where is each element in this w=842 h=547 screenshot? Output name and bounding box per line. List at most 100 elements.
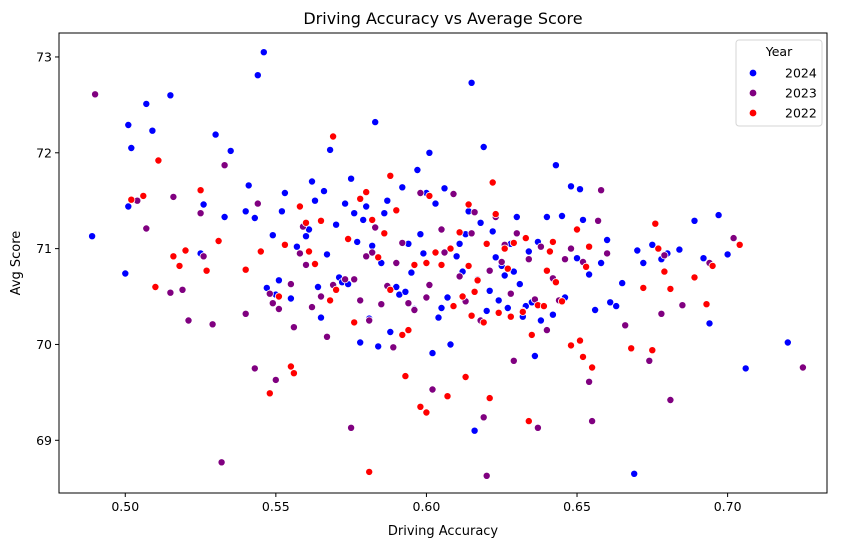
legend-label-2024: 2024 [785, 66, 817, 81]
point-2023-67 [533, 423, 542, 432]
point-2023-16 [268, 299, 277, 308]
point-2022-1 [139, 191, 148, 200]
point-2023-5 [178, 285, 187, 294]
y-axis-ticks: 69 70 71 72 73 [36, 49, 59, 448]
point-2024-70 [437, 303, 446, 312]
point-2023-59 [497, 257, 506, 266]
point-2022-15 [286, 362, 295, 371]
point-2024-62 [413, 165, 422, 174]
point-2023-87 [729, 234, 738, 243]
point-2024-22 [277, 207, 286, 216]
point-2024-6 [148, 126, 157, 135]
point-2022-75 [573, 225, 582, 234]
point-2024-11 [220, 212, 229, 221]
point-2023-12 [241, 309, 250, 318]
point-2024-71 [440, 184, 449, 193]
point-2024-52 [380, 209, 389, 218]
point-2024-106 [558, 211, 567, 220]
point-2022-3 [154, 156, 163, 165]
point-2023-0 [91, 90, 100, 99]
point-2022-23 [329, 132, 338, 141]
point-2024-49 [371, 118, 380, 127]
point-2022-40 [422, 258, 431, 267]
point-2024-95 [515, 280, 524, 289]
point-2024-33 [319, 187, 328, 196]
point-2022-95 [548, 237, 557, 246]
point-2022-70 [542, 266, 551, 275]
point-2024-54 [386, 327, 395, 336]
point-2022-35 [398, 330, 407, 339]
point-2024-34 [322, 250, 331, 259]
point-2023-4 [169, 192, 178, 201]
point-2023-38 [389, 343, 398, 352]
point-2024-98 [524, 247, 533, 256]
point-2022-61 [503, 264, 512, 273]
point-2022-39 [416, 402, 425, 411]
point-2023-48 [440, 248, 449, 257]
point-2024-4 [127, 143, 136, 152]
point-2022-79 [588, 363, 597, 372]
point-2022-84 [654, 244, 663, 253]
point-2022-82 [648, 346, 657, 355]
point-2023-3 [166, 288, 175, 297]
point-2022-12 [265, 389, 274, 398]
point-2024-88 [494, 296, 503, 305]
point-2022-87 [690, 273, 699, 282]
point-2023-32 [362, 252, 371, 261]
point-2024-104 [548, 310, 557, 319]
x-axis-ticks: 0.50 0.55 0.60 0.65 0.70 [111, 493, 742, 514]
point-2022-19 [304, 247, 313, 256]
point-2023-11 [220, 161, 229, 170]
point-2024-75 [455, 239, 464, 248]
point-2024-87 [491, 253, 500, 262]
point-2024-114 [597, 258, 606, 267]
point-2023-47 [437, 225, 446, 234]
point-2024-125 [675, 245, 684, 254]
plot-frame [58, 32, 828, 494]
legend-label-2022: 2022 [785, 106, 817, 121]
point-2023-57 [485, 266, 494, 275]
point-2022-11 [256, 247, 265, 256]
point-2022-74 [567, 341, 576, 350]
point-2022-17 [295, 202, 304, 211]
point-2023-2 [142, 224, 151, 233]
point-2022-65 [521, 234, 530, 243]
point-2023-62 [509, 356, 518, 365]
point-2022-6 [181, 246, 190, 255]
point-2022-89 [708, 261, 717, 270]
point-2022-76 [576, 336, 585, 345]
point-2024-118 [618, 279, 627, 288]
point-2024-36 [332, 220, 341, 229]
point-2024-127 [699, 254, 708, 263]
point-2022-67 [527, 330, 536, 339]
point-2022-81 [639, 283, 648, 292]
legend-marker-2023 [748, 88, 758, 98]
point-2023-46 [428, 385, 437, 394]
point-2023-9 [208, 320, 217, 329]
point-2022-85 [660, 267, 669, 276]
point-2023-88 [798, 363, 807, 372]
x-tick-label: 0.70 [714, 499, 742, 514]
scatter-points [88, 48, 807, 480]
point-2024-91 [503, 303, 512, 312]
point-2024-64 [419, 249, 428, 258]
point-2024-110 [576, 185, 585, 194]
point-2024-109 [573, 254, 582, 263]
point-2024-10 [211, 130, 220, 139]
point-2022-48 [458, 292, 467, 301]
y-tick-label: 71 [36, 241, 52, 256]
point-2023-14 [253, 199, 262, 208]
point-2022-94 [585, 242, 594, 251]
legend-title: Year [765, 44, 793, 59]
point-2022-36 [401, 372, 410, 381]
point-2024-2 [124, 202, 133, 211]
point-2024-105 [551, 161, 560, 170]
point-2023-83 [660, 251, 669, 260]
point-2022-93 [386, 285, 395, 294]
legend-marker-2022 [748, 108, 758, 118]
point-2023-49 [449, 189, 458, 198]
point-2024-68 [431, 199, 440, 208]
point-2022-91 [422, 408, 431, 417]
y-axis-label: Avg Score [9, 231, 24, 296]
point-2022-63 [509, 238, 518, 247]
